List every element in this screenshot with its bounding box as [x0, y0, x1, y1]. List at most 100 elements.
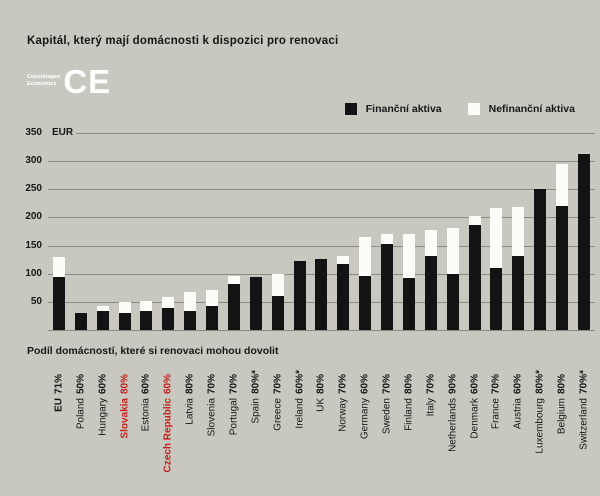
gridline	[48, 217, 595, 219]
pct-row: 71% 50% 60% 80% 60% 60% 80% 70% 70% 80%* 70% 60%* 80…	[48, 357, 595, 394]
name-cell: Greece	[267, 398, 289, 493]
country-label: Latvia	[184, 398, 196, 425]
affordability-label: 70%	[490, 373, 502, 394]
pct-cell: 70%*	[573, 357, 595, 394]
country-label: Estonia	[140, 398, 152, 432]
affordability-label: 80%	[184, 373, 196, 394]
pct-cell: 80%	[179, 357, 201, 394]
country-label: Hungary	[97, 398, 109, 436]
pct-cell: 60%	[157, 357, 179, 394]
name-cell: Switzerland	[573, 398, 595, 493]
bar-column	[442, 133, 464, 330]
affordability-label: 50%	[75, 373, 87, 394]
bar-segment-financial	[315, 258, 328, 330]
bar-segment-financial	[249, 276, 262, 330]
name-cell: Spain	[245, 398, 267, 493]
bar-segment-financial	[227, 283, 240, 330]
pct-cell: 70%	[420, 357, 442, 394]
y-tick-label: 150	[25, 239, 42, 251]
affordability-label: 60%	[469, 373, 481, 394]
bar-segment-nonfinancial	[140, 300, 153, 311]
affordability-label: 80%	[556, 373, 568, 394]
pct-cell: 50%	[70, 357, 92, 394]
name-cell: EU	[48, 398, 70, 493]
logo-wordmark: Copenhagen Economics	[27, 74, 61, 87]
pct-cell: 70%	[376, 357, 398, 394]
affordability-label: 60%	[97, 373, 109, 394]
bar-segment-financial	[74, 313, 87, 330]
pct-cell: 60%*	[289, 357, 311, 394]
country-label: Spain	[250, 398, 262, 424]
pct-cell: 80%	[551, 357, 573, 394]
bar-segment-nonfinancial	[512, 207, 525, 257]
bar-column	[157, 133, 179, 330]
bar-column	[486, 133, 508, 330]
page-title: Kapitál, který mají domácnosti k dispozi…	[27, 35, 339, 47]
name-cell: Estonia	[136, 398, 158, 493]
name-cell: Norway	[332, 398, 354, 493]
pct-cell: 60%	[507, 357, 529, 394]
affordability-label: 90%	[447, 373, 459, 394]
country-label: Czech Republic	[162, 398, 174, 473]
bars	[48, 133, 595, 330]
bar-segment-financial	[446, 273, 459, 330]
name-cell: Finland	[398, 398, 420, 493]
bar-segment-financial	[534, 189, 547, 330]
bar-column	[573, 133, 595, 330]
bar-segment-financial	[206, 306, 219, 330]
bar-segment-nonfinancial	[402, 233, 415, 278]
name-cell: Italy	[420, 398, 442, 493]
bar-segment-financial	[424, 256, 437, 330]
legend-label-nonfinancial: Nefinanční aktiva	[488, 103, 575, 115]
affordability-label: 80%*	[250, 370, 262, 394]
bar-segment-nonfinancial	[271, 273, 284, 297]
affordability-label: 80%*	[534, 370, 546, 394]
bar-column	[201, 133, 223, 330]
bar-segment-nonfinancial	[556, 163, 569, 207]
name-cell: Czech Republic	[157, 398, 179, 493]
gridline	[48, 161, 595, 163]
bar-segment-financial	[381, 243, 394, 330]
affordability-label: 60%	[140, 373, 152, 394]
bar-segment-financial	[162, 307, 175, 330]
affordability-label: 70%	[206, 373, 218, 394]
pct-cell: 70%	[332, 357, 354, 394]
legend-swatch-nonfinancial	[467, 103, 480, 115]
bar-segment-financial	[512, 256, 525, 330]
bar-column	[179, 133, 201, 330]
bar-column	[398, 133, 420, 330]
bar-segment-financial	[52, 276, 65, 330]
pct-cell: 70%	[486, 357, 508, 394]
bar-segment-financial	[468, 224, 481, 330]
affordability-label: 80%	[119, 373, 131, 394]
name-row: EU Poland Hungary Slovakia Estonia Czech Repu…	[48, 398, 595, 493]
bar-segment-financial	[96, 311, 109, 330]
pct-cell: 71%	[48, 357, 70, 394]
bar-column	[136, 133, 158, 330]
affordability-label: 80%	[403, 373, 415, 394]
bar-column	[376, 133, 398, 330]
pct-cell: 80%*	[529, 357, 551, 394]
bar-segment-financial	[118, 312, 131, 330]
bar-segment-nonfinancial	[468, 216, 481, 225]
bar-segment-nonfinancial	[206, 290, 219, 307]
pct-cell: 60%	[92, 357, 114, 394]
country-label: EU	[53, 398, 65, 412]
bar-segment-financial	[359, 275, 372, 330]
legend-item-financial: Finanční aktiva	[344, 103, 442, 115]
pct-cell: 80%	[311, 357, 333, 394]
name-cell: Hungary	[92, 398, 114, 493]
bar-column	[245, 133, 267, 330]
bar-segment-financial	[490, 267, 503, 330]
pct-cell: 80%	[114, 357, 136, 394]
country-label: Austria	[512, 398, 524, 430]
country-label: UK	[315, 398, 327, 412]
name-cell: Sweden	[376, 398, 398, 493]
name-cell: Portugal	[223, 398, 245, 493]
bar-segment-nonfinancial	[52, 256, 65, 277]
name-cell: Denmark	[464, 398, 486, 493]
name-cell: Netherlands	[442, 398, 464, 493]
bar-segment-nonfinancial	[424, 230, 437, 257]
country-label: Poland	[75, 398, 87, 430]
